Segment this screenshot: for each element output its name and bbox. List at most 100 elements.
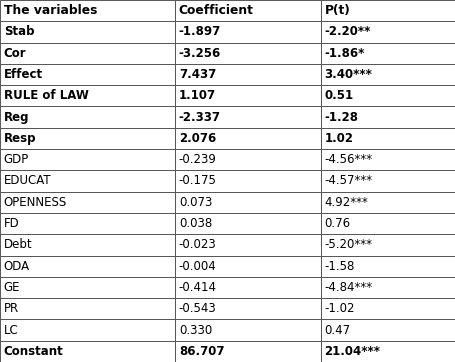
Text: 1.02: 1.02 (324, 132, 354, 145)
Bar (321, 277, 455, 298)
Bar (321, 64, 455, 85)
Bar (175, 106, 321, 128)
Text: -2.20**: -2.20** (324, 25, 371, 38)
Text: RULE of LAW: RULE of LAW (4, 89, 89, 102)
Bar (321, 341, 455, 362)
Text: 0.51: 0.51 (324, 89, 354, 102)
Text: GDP: GDP (4, 153, 29, 166)
Text: Effect: Effect (4, 68, 43, 81)
Bar (321, 298, 455, 319)
Text: -0.023: -0.023 (179, 239, 217, 251)
Bar (0, 213, 175, 234)
Bar (321, 43, 455, 64)
Bar (175, 234, 321, 256)
Text: OPENNESS: OPENNESS (4, 196, 67, 209)
Text: 0.330: 0.330 (179, 324, 212, 337)
Bar (175, 21, 321, 43)
Text: 0.47: 0.47 (324, 324, 350, 337)
Text: -1.897: -1.897 (179, 25, 221, 38)
Text: Debt: Debt (4, 239, 32, 251)
Bar (321, 0, 455, 21)
Text: 7.437: 7.437 (179, 68, 216, 81)
Text: -1.86*: -1.86* (324, 47, 365, 60)
Bar (0, 277, 175, 298)
Text: -4.56***: -4.56*** (324, 153, 373, 166)
Bar (321, 149, 455, 171)
Text: -3.256: -3.256 (179, 47, 221, 60)
Bar (175, 298, 321, 319)
Bar (321, 256, 455, 277)
Text: P(t): P(t) (324, 4, 350, 17)
Text: 3.40***: 3.40*** (324, 68, 372, 81)
Text: 21.04***: 21.04*** (324, 345, 380, 358)
Bar (175, 149, 321, 171)
Bar (0, 43, 175, 64)
Text: 4.92***: 4.92*** (324, 196, 368, 209)
Bar (175, 171, 321, 191)
Bar (175, 191, 321, 213)
Bar (321, 128, 455, 149)
Bar (175, 0, 321, 21)
Bar (0, 341, 175, 362)
Bar (321, 191, 455, 213)
Bar (175, 85, 321, 106)
Text: -4.84***: -4.84*** (324, 281, 373, 294)
Text: Constant: Constant (4, 345, 63, 358)
Bar (0, 298, 175, 319)
Bar (175, 341, 321, 362)
Bar (0, 128, 175, 149)
Bar (0, 85, 175, 106)
Bar (0, 171, 175, 191)
Bar (321, 171, 455, 191)
Text: -1.58: -1.58 (324, 260, 355, 273)
Text: 0.76: 0.76 (324, 217, 350, 230)
Bar (175, 43, 321, 64)
Text: Stab: Stab (4, 25, 34, 38)
Text: GE: GE (4, 281, 20, 294)
Bar (175, 213, 321, 234)
Text: -2.337: -2.337 (179, 111, 221, 123)
Bar (0, 106, 175, 128)
Text: -0.239: -0.239 (179, 153, 217, 166)
Bar (175, 277, 321, 298)
Text: 0.038: 0.038 (179, 217, 212, 230)
Bar (321, 213, 455, 234)
Bar (175, 319, 321, 341)
Text: Cor: Cor (4, 47, 26, 60)
Text: -5.20***: -5.20*** (324, 239, 372, 251)
Bar (321, 234, 455, 256)
Bar (175, 64, 321, 85)
Text: EDUCAT: EDUCAT (4, 174, 51, 188)
Bar (0, 319, 175, 341)
Text: -0.414: -0.414 (179, 281, 217, 294)
Text: LC: LC (4, 324, 18, 337)
Text: -0.175: -0.175 (179, 174, 217, 188)
Bar (0, 234, 175, 256)
Bar (321, 106, 455, 128)
Bar (0, 64, 175, 85)
Text: 2.076: 2.076 (179, 132, 216, 145)
Text: FD: FD (4, 217, 20, 230)
Bar (0, 0, 175, 21)
Text: 86.707: 86.707 (179, 345, 224, 358)
Text: The variables: The variables (4, 4, 97, 17)
Bar (0, 21, 175, 43)
Bar (0, 149, 175, 171)
Text: 1.107: 1.107 (179, 89, 216, 102)
Bar (175, 256, 321, 277)
Bar (0, 191, 175, 213)
Text: Coefficient: Coefficient (179, 4, 254, 17)
Text: Resp: Resp (4, 132, 36, 145)
Text: -1.28: -1.28 (324, 111, 359, 123)
Text: PR: PR (4, 302, 19, 315)
Bar (321, 319, 455, 341)
Text: 0.073: 0.073 (179, 196, 212, 209)
Text: -0.543: -0.543 (179, 302, 217, 315)
Bar (321, 85, 455, 106)
Text: -1.02: -1.02 (324, 302, 355, 315)
Text: -4.57***: -4.57*** (324, 174, 373, 188)
Text: ODA: ODA (4, 260, 30, 273)
Bar (0, 256, 175, 277)
Bar (321, 21, 455, 43)
Text: -0.004: -0.004 (179, 260, 217, 273)
